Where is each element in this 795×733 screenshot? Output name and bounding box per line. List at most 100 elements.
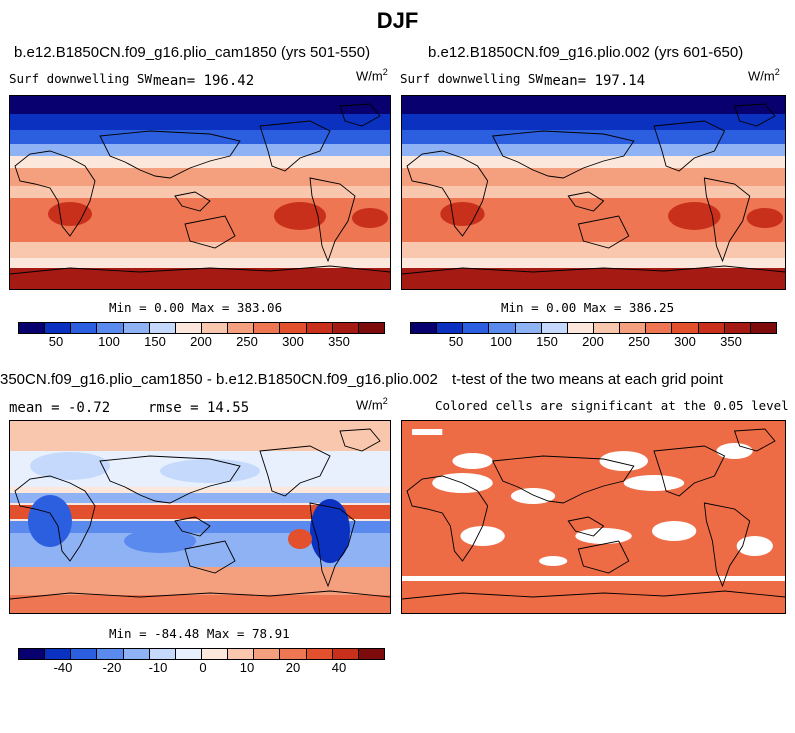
panel2-band-s2 (402, 242, 785, 258)
panel3-band-n (10, 421, 390, 451)
panel2-spot-sind (440, 202, 485, 226)
cb3-tick: -20 (102, 660, 122, 675)
panel3-map-svg (10, 421, 390, 613)
panel2-band-antarctica (402, 268, 785, 289)
cb3-tick: 10 (239, 660, 255, 675)
panel4-map (401, 420, 786, 614)
panel3-title: 350CN.f09_g16.plio_cam1850 - b.e12.B1850… (0, 371, 438, 388)
figure-title: DJF (376, 8, 419, 33)
panel3-blob-ind (124, 529, 196, 553)
panel3-band-eq (10, 505, 390, 519)
colorbar-1-swatch (45, 323, 72, 333)
colorbar-2-swatch (698, 323, 725, 333)
panel4-nonsignificant (402, 429, 785, 581)
colorbar-3-swatch (97, 649, 124, 659)
panel2-units-exp: 2 (774, 67, 780, 77)
panel3-coastlines (10, 428, 390, 600)
colorbar-1-swatch (306, 323, 333, 333)
panel4-ns-2 (452, 453, 493, 469)
panel3-blob-2 (160, 459, 260, 483)
panel4-title: t-test of the two means at each grid poi… (452, 371, 723, 388)
panel2-band-itcz (402, 186, 785, 198)
panel2-band-arctic (402, 96, 785, 114)
panel3-blob-1 (30, 452, 110, 480)
panel1-mean: mean= 196.42 (153, 72, 254, 90)
cb3-tick: 40 (331, 660, 347, 675)
panel1-band-n2 (10, 130, 390, 144)
colorbar-3-swatch (254, 649, 281, 659)
panel3-band-so (10, 567, 390, 595)
panel3-units-base: W/m (356, 397, 383, 413)
panel1-band-itcz (10, 186, 390, 198)
panel4-ns-11 (736, 536, 773, 556)
panel3-units-exp: 2 (382, 396, 388, 406)
panel3-mean: mean = -0.72 (9, 400, 111, 416)
cb2-tick: 350 (720, 334, 742, 349)
panel4-ns-9 (575, 528, 632, 544)
panel1-band-n4 (10, 156, 390, 168)
panel3-blob-sam (310, 499, 350, 563)
colorbar-3-ticks: -40 -20 -10 0 10 20 40 (18, 660, 385, 676)
colorbar-3 (18, 648, 385, 660)
panel2-band-n1 (402, 114, 785, 130)
panel3-blob-pac (288, 529, 312, 549)
cb3-tick: -40 (53, 660, 73, 675)
panel4-subtitle: Colored cells are significant at the 0.0… (435, 398, 789, 413)
colorbar-3-swatch (71, 649, 98, 659)
colorbar-3-swatch (175, 649, 202, 659)
colorbar-3-swatch (149, 649, 176, 659)
panel2-map (401, 95, 786, 290)
colorbar-3-swatch (19, 649, 46, 659)
colorbar-1-swatch (332, 323, 359, 333)
panel2-mean: mean= 197.14 (544, 72, 645, 90)
cb1-tick: 50 (48, 334, 64, 349)
panel2-units-base: W/m (748, 68, 775, 84)
colorbar-3-swatch (45, 649, 72, 659)
panel1-spot-sind (48, 202, 92, 226)
panel3-band-ant (10, 595, 390, 613)
colorbar-1 (18, 322, 385, 334)
colorbar-3-swatch (201, 649, 229, 659)
panel1-minmax: Min = 0.00 Max = 383.06 (109, 300, 283, 315)
panel2-minmax: Min = 0.00 Max = 386.25 (501, 300, 675, 315)
panel2-mean-text: mean= 197.14 (544, 73, 646, 89)
cb1-tick: 350 (328, 334, 350, 349)
panel1-band-n3 (10, 144, 390, 156)
panel3-map (9, 420, 391, 614)
panel1-spot-sepac (274, 202, 326, 230)
colorbar-3-swatch (332, 649, 359, 659)
panel1-map (9, 95, 391, 290)
panel1-band-s2 (10, 242, 390, 258)
panel1-band-n1 (10, 114, 390, 130)
panel2-spot-satl (746, 208, 783, 228)
panel1-band-trop1 (10, 168, 390, 186)
cb1-tick: 200 (190, 334, 212, 349)
cb3-tick: 20 (285, 660, 301, 675)
cb2-tick: 100 (490, 334, 512, 349)
colorbar-3-swatch (123, 649, 150, 659)
colorbar-2-swatch (672, 323, 699, 333)
colorbar-1-swatch (71, 323, 98, 333)
colorbar-2-swatch (750, 323, 776, 333)
cb1-tick: 100 (98, 334, 120, 349)
colorbar-2-swatch (515, 323, 542, 333)
colorbar-2-swatch (463, 323, 490, 333)
colorbar-1-ticks: 50 100 150 200 250 300 350 (18, 334, 385, 350)
colorbar-1-swatch (201, 323, 229, 333)
colorbar-2-swatch (620, 323, 647, 333)
panel1-units-base: W/m (356, 68, 383, 84)
colorbar-2-swatch (567, 323, 594, 333)
panel3-band-nitcz (10, 493, 390, 503)
panel1-band-so (10, 258, 390, 268)
panel3-minmax: Min = -84.48 Max = 78.91 (109, 626, 290, 641)
panel4-ns-6 (623, 475, 685, 491)
panel3-units: W/m2 (356, 396, 388, 412)
cb1-tick: 150 (144, 334, 166, 349)
panel4-ns-5 (599, 451, 648, 471)
panel2-map-svg (402, 96, 785, 289)
panel1-band-antarctica (10, 268, 390, 289)
panel4-ns-4 (510, 488, 556, 504)
panel4-coastlines (402, 428, 785, 600)
colorbar-1-swatch (123, 323, 150, 333)
panel4-ns-8 (460, 526, 505, 546)
